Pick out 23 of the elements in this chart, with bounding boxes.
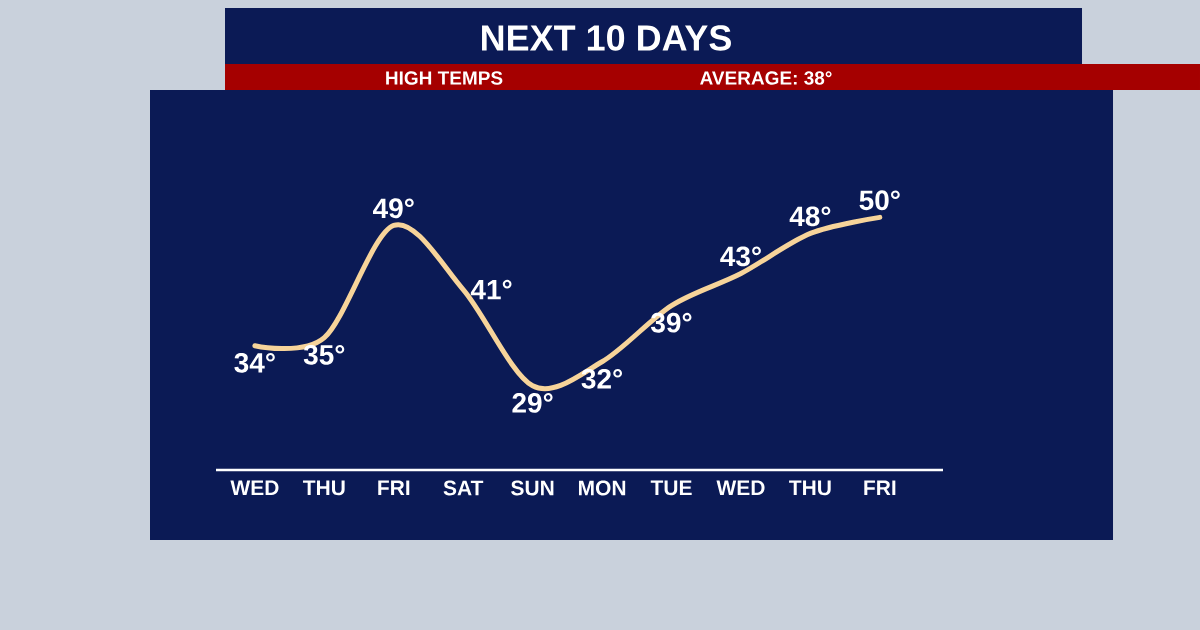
x-tick-label: FRI xyxy=(378,480,410,495)
data-label: 43° xyxy=(720,246,761,267)
chart-subtitle: HIGH TEMPS xyxy=(386,71,503,85)
x-tick-label: THU xyxy=(302,480,345,496)
data-label: 41° xyxy=(470,279,512,300)
data-label: 32° xyxy=(581,368,623,389)
data-label: 48° xyxy=(789,206,831,227)
x-tick-label: SUN xyxy=(511,480,554,496)
x-tick-label: THU xyxy=(789,480,831,496)
x-tick-label: WED xyxy=(716,480,765,495)
chart-title: NEXT 10 DAYS xyxy=(482,25,731,51)
data-label: 34° xyxy=(234,352,275,373)
x-tick-label: MON xyxy=(578,480,626,496)
x-tick-label: FRI xyxy=(864,480,896,495)
data-label: 35° xyxy=(303,344,345,365)
data-label: 50° xyxy=(859,190,900,211)
text: AVERAGE: 38° xyxy=(700,71,832,85)
data-label: 49° xyxy=(373,198,414,219)
x-tick-label: SAT xyxy=(443,480,484,496)
x-tick-label: WED xyxy=(230,480,279,495)
data-label: 39° xyxy=(650,312,692,333)
x-tick-label: TUE xyxy=(650,480,692,496)
data-label: 29° xyxy=(512,393,553,413)
